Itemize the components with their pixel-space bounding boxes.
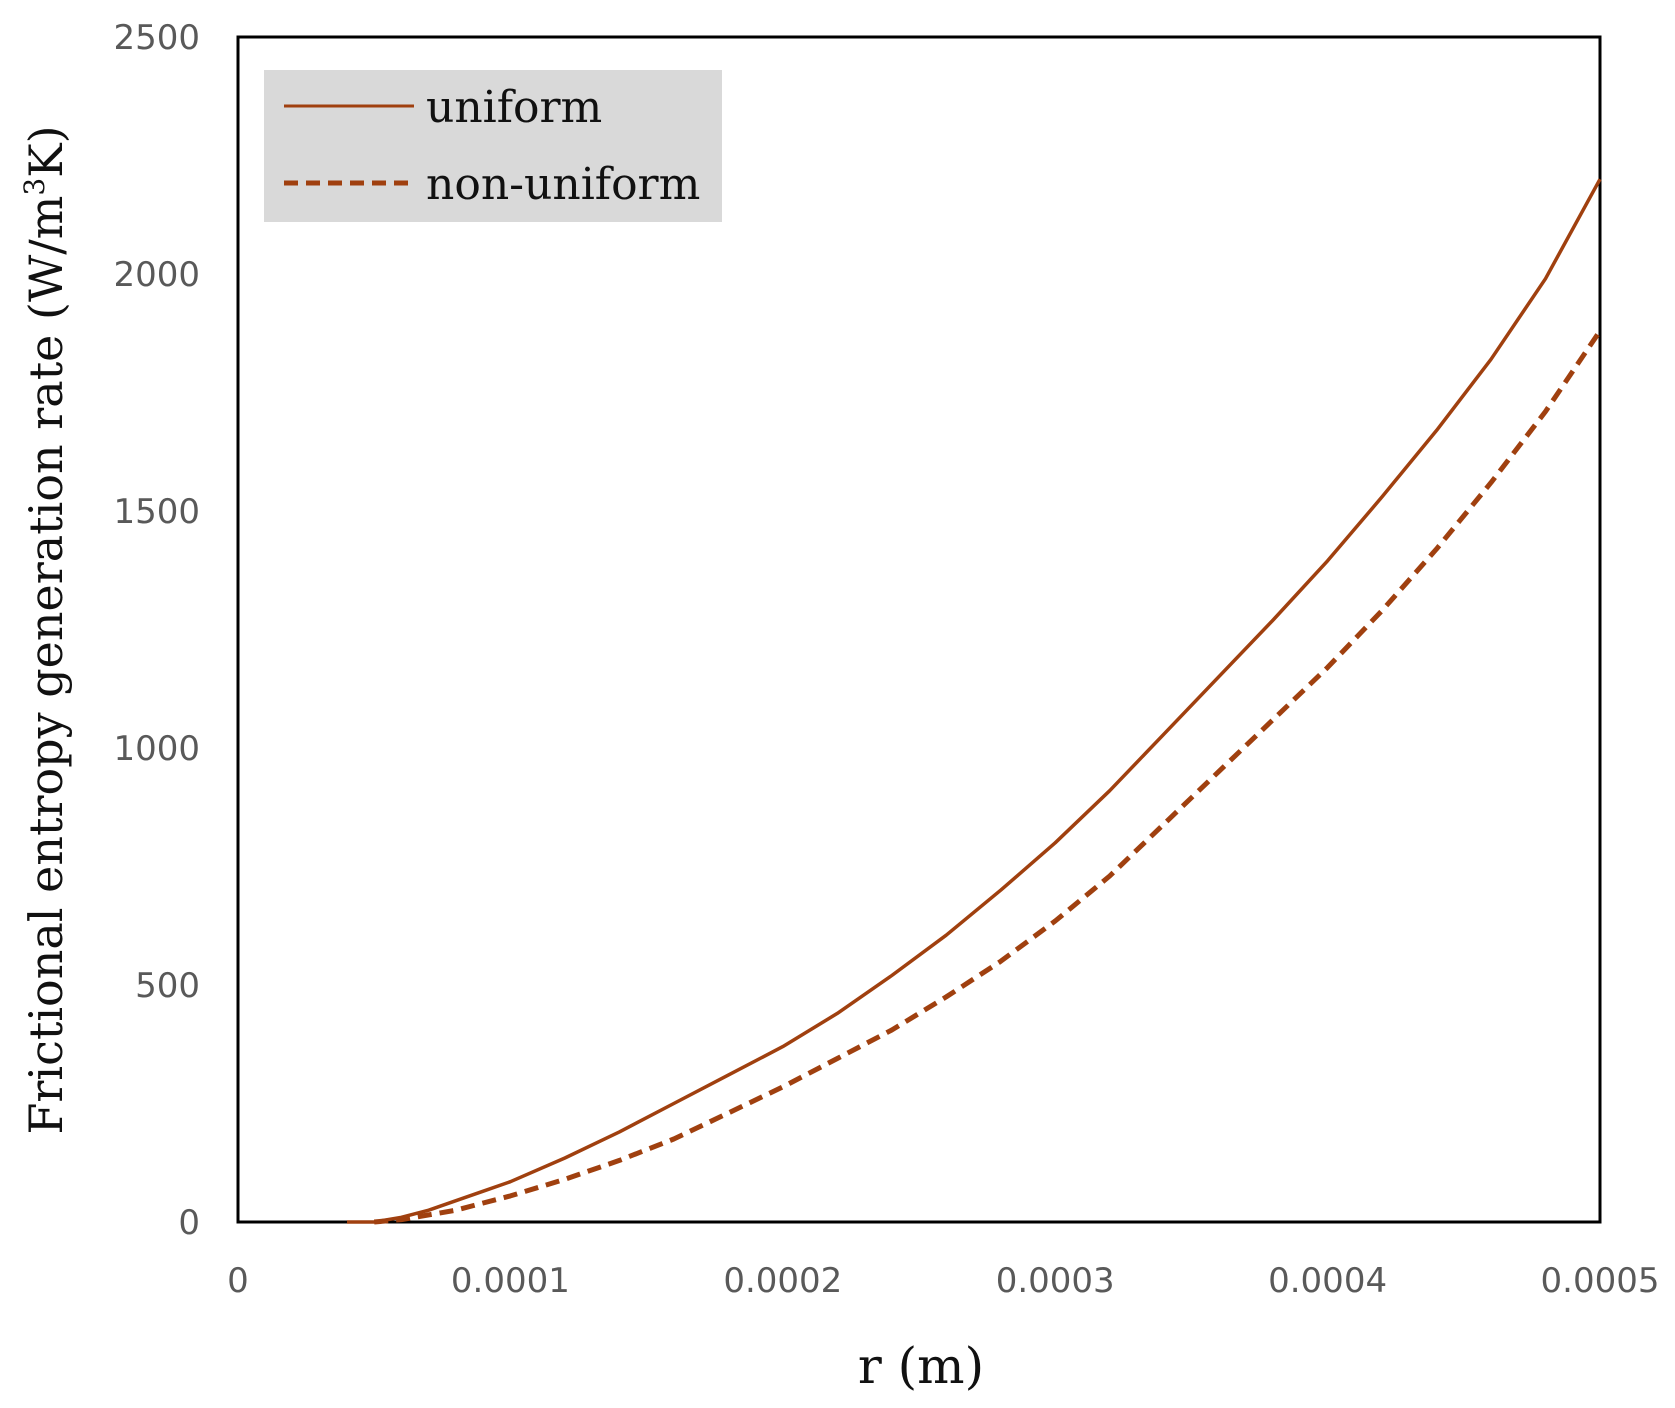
x-axis-ticks: 0 0.0001 0.0002 0.0003 0.0004 0.0005 [227,1261,1659,1301]
y-axis-title-main: Frictional entropy generation rate (W/m [19,196,73,1135]
x-tick-label: 0.0003 [996,1261,1115,1301]
y-tick-label: 2500 [113,18,200,58]
x-tick-label: 0.0005 [1541,1261,1660,1301]
y-axis-ticks: 0 500 1000 1500 2000 2500 [113,18,200,1243]
plot-area-border [236,35,1602,1224]
x-tick-label: 0 [227,1261,249,1301]
series-line-non-uniform [373,329,1603,1225]
x-tick-label: 0.0001 [451,1261,570,1301]
x-axis-title: r (m) [858,1337,984,1395]
legend-box [264,70,722,222]
y-tick-label: 500 [135,966,200,1006]
x-tick-label: 0.0004 [1268,1261,1387,1301]
plot-frame [236,35,1602,1224]
series-layer [347,178,1603,1225]
series-line-uniform [347,178,1602,1224]
y-tick-label: 1000 [113,729,200,769]
y-tick-label: 0 [178,1203,200,1243]
y-axis-title: Frictional entropy generation rate (W/m3… [18,125,73,1134]
y-axis-title-superscript: 3 [18,178,51,196]
legend-label-non-uniform: non-uniform [426,159,700,210]
y-axis-title-end: K) [19,125,73,177]
x-tick-label: 0.0002 [723,1261,842,1301]
legend-label-uniform: uniform [426,82,602,133]
y-tick-label: 1500 [113,492,200,532]
legend: uniform non-uniform [264,70,722,222]
y-tick-label: 2000 [113,255,200,295]
